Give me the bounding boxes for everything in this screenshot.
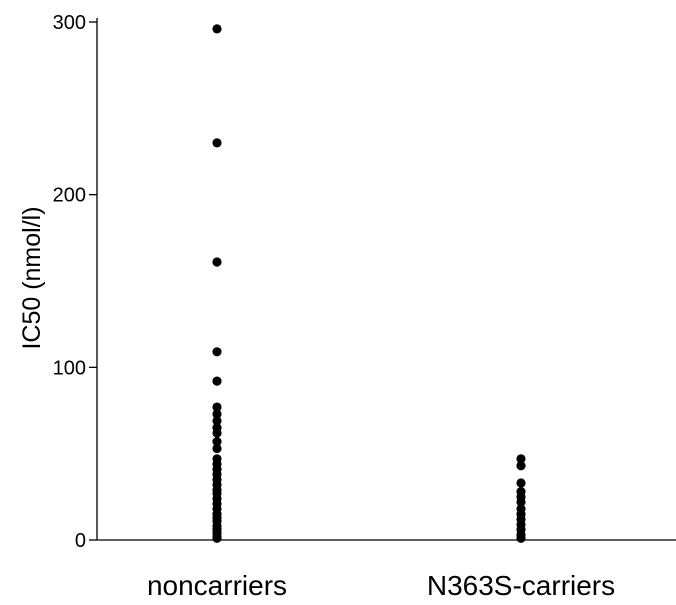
axes <box>96 18 676 541</box>
data-points <box>212 24 526 543</box>
y-tick-label: 100 <box>53 357 86 379</box>
data-point-noncarriers <box>212 436 222 447</box>
data-point-noncarriers <box>212 443 222 454</box>
x-category-labels: noncarriers N363S-carriers <box>147 570 615 601</box>
data-point-n363s-carriers <box>516 533 526 543</box>
data-point-n363s-carriers <box>516 461 526 471</box>
data-point-n363s-carriers <box>516 454 526 464</box>
data-point-n363s-carriers <box>516 497 526 507</box>
data-point-noncarriers <box>212 533 222 543</box>
data-point-noncarriers <box>212 257 222 267</box>
x-category-label: N363S-carriers <box>427 570 615 600</box>
data-point-noncarriers <box>212 416 222 426</box>
data-point-noncarriers <box>212 376 222 386</box>
data-point-noncarriers <box>212 347 222 357</box>
y-axis-title: IC50 (nmol/l) <box>18 206 46 349</box>
y-ticks: 0 100 200 300 <box>53 12 97 552</box>
data-point-noncarriers <box>212 138 222 148</box>
y-tick-label: 0 <box>75 530 86 552</box>
data-point-noncarriers <box>212 409 222 419</box>
data-point-n363s-carriers <box>516 478 526 488</box>
x-category-label: noncarriers <box>147 570 287 600</box>
y-tick-label: 200 <box>53 185 86 207</box>
y-tick-label: 300 <box>53 12 86 34</box>
data-point-noncarriers <box>212 428 222 438</box>
data-point-noncarriers <box>212 402 222 412</box>
data-point-noncarriers <box>212 24 222 34</box>
